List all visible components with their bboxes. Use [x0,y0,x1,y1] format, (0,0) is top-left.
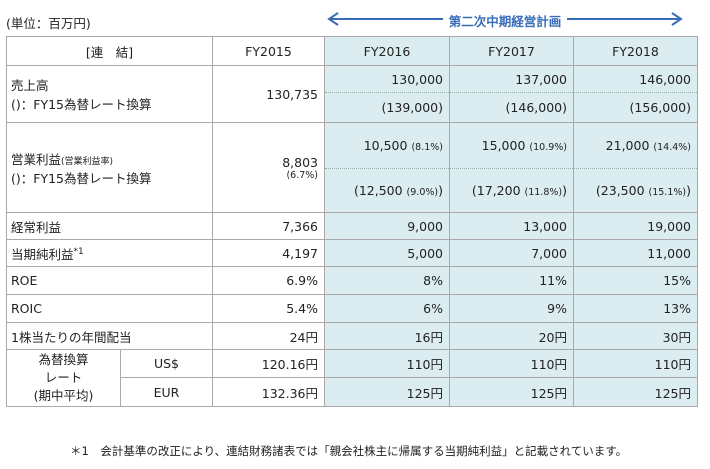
header-fy2016: FY2016 [324,36,450,66]
fx-eur-fy2018: 125円 [573,377,698,407]
row-fy2017: 20円 [449,322,574,350]
row-fy2018: 15% [573,266,698,295]
sales-row: 売上高 ()：FY15為替レート換算 130,735 130,000 137,0… [6,65,698,123]
financial-plan-table: [連 結] FY2015 FY2016 FY2017 FY2018 売上高 ()… [6,36,698,407]
row-label: ROE [6,266,213,295]
sales-fy2015: 130,735 [212,65,325,123]
sales-fy2016: 130,000 [324,65,450,93]
operating-income-label: 営業利益(営業利益率) ()：FY15為替レート換算 [6,122,213,213]
row-fy2018: 11,000 [573,239,698,267]
sales-fy2018: 146,000 [573,65,698,93]
header-label: [連 結] [6,36,213,66]
fx-usd-fy2018: 110円 [573,349,698,378]
fx-eur-fy2017: 125円 [449,377,574,407]
table-row: ROE 6.9% 8% 11% 15% [6,266,698,295]
op-fy2017: 15,000 (10.9%) [449,122,574,169]
row-fy2018: 19,000 [573,212,698,240]
fx-currency-eur: EUR [120,377,213,407]
table-row: ROIC 5.4% 6% 9% 13% [6,294,698,323]
sales-fx-fy2016: (139,000) [324,92,450,123]
row-fy2015: 6.9% [212,266,325,295]
fx-usd-fy2017: 110円 [449,349,574,378]
sales-fy2017: 137,000 [449,65,574,93]
op-fy2018: 21,000 (14.4%) [573,122,698,169]
header-fy2015: FY2015 [212,36,325,66]
header-row: [連 結] FY2015 FY2016 FY2017 FY2018 [6,36,698,66]
sales-fx-fy2017: (146,000) [449,92,574,123]
plan-period-indicator: 第二次中期経営計画 [326,7,684,33]
row-fy2017: 13,000 [449,212,574,240]
fx-eur-row: EUR 132.36円 125円 125円 125円 [7,377,698,407]
op-fx-fy2017: (17,200 (11.8%)) [449,168,574,213]
op-fy2015: 8,803 (6.7%) [212,122,325,213]
fx-usd-fy2015: 120.16円 [212,349,325,378]
op-fx-fy2018: (23,500 (15.1%)) [573,168,698,213]
row-fy2018: 30円 [573,322,698,350]
sales-fx-row: (139,000) (146,000) (156,000) [7,92,698,123]
fx-usd-fy2016: 110円 [324,349,450,378]
fx-currency-usd: US$ [120,349,213,378]
unit-label: (単位：百万円) [6,16,91,31]
fx-label: 為替換算 レート (期中平均) [6,349,121,407]
row-label: ROIC [6,294,213,323]
row-fy2017: 9% [449,294,574,323]
fx-eur-fy2015: 132.36円 [212,377,325,407]
table-row: 1株当たりの年間配当 24円 16円 20円 30円 [6,322,698,350]
row-fy2016: 5,000 [324,239,450,267]
row-fy2015: 24円 [212,322,325,350]
header-fy2017: FY2017 [449,36,574,66]
row-label: 経常利益 [6,212,213,240]
sales-fx-fy2018: (156,000) [573,92,698,123]
row-fy2015: 4,197 [212,239,325,267]
sales-label: 売上高 ()：FY15為替レート換算 [6,65,213,123]
plan-title: 第二次中期経営計画 [442,14,568,29]
operating-income-row: 営業利益(営業利益率) ()：FY15為替レート換算 8,803 (6.7%) … [6,122,698,213]
operating-income-fx-row: (12,500 (9.0%)) (17,200 (11.8%)) (23,500… [7,168,698,213]
row-fy2015: 5.4% [212,294,325,323]
fx-usd-row: 為替換算 レート (期中平均) US$ 120.16円 110円 110円 11… [6,349,698,407]
row-fy2018: 13% [573,294,698,323]
table-row: 当期純利益*1 4,197 5,000 7,000 11,000 [6,239,698,267]
row-fy2016: 8% [324,266,450,295]
row-fy2016: 6% [324,294,450,323]
footnote: ＊1 会計基準の改正により、連結財務諸表では「親会社株主に帰属する当期純利益」と… [70,444,628,458]
header-fy2018: FY2018 [573,36,698,66]
op-fx-fy2016: (12,500 (9.0%)) [324,168,450,213]
row-label: 当期純利益*1 [6,239,213,267]
op-fy2016: 10,500 (8.1%) [324,122,450,169]
row-fy2015: 7,366 [212,212,325,240]
fx-eur-fy2016: 125円 [324,377,450,407]
row-label: 1株当たりの年間配当 [6,322,213,350]
table-row: 経常利益 7,366 9,000 13,000 19,000 [6,212,698,240]
row-fy2016: 9,000 [324,212,450,240]
row-fy2017: 11% [449,266,574,295]
row-fy2016: 16円 [324,322,450,350]
row-fy2017: 7,000 [449,239,574,267]
